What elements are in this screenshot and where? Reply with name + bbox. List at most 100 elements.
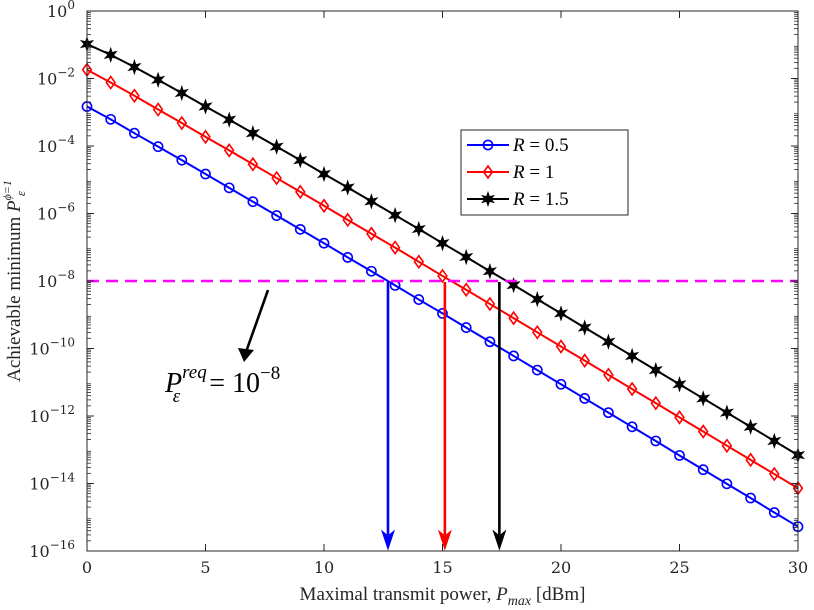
data-point	[342, 212, 354, 228]
data-point	[484, 296, 496, 312]
data-point	[340, 179, 355, 196]
data-point	[411, 220, 426, 238]
legend-marker	[480, 190, 496, 208]
data-point	[365, 265, 377, 277]
data-point	[271, 170, 282, 186]
data-point	[174, 84, 189, 102]
data-point	[650, 395, 662, 411]
annotation-layer: Preq ε = 10−8	[164, 289, 280, 407]
arrow-layer	[380, 282, 507, 551]
data-point	[555, 378, 567, 390]
data-point	[222, 111, 237, 128]
y-tick-label: 10−6	[37, 201, 75, 224]
data-point	[555, 339, 567, 354]
data-point	[721, 478, 733, 490]
data-point	[437, 307, 448, 319]
data-point	[294, 223, 306, 235]
legend-label: R = 1.5	[512, 189, 569, 210]
x-tick-label: 30	[788, 558, 808, 577]
data-point	[768, 507, 780, 518]
data-point	[553, 305, 569, 322]
legend-item-3: R = 1.5	[467, 189, 569, 210]
data-point	[200, 168, 211, 180]
x-tick-label: 10	[314, 558, 334, 577]
data-point	[366, 226, 377, 242]
data-point	[247, 156, 259, 172]
x-tick-label: 5	[200, 558, 210, 577]
data-point	[531, 324, 543, 340]
threshold-label: Preq ε = 10−8	[164, 362, 280, 407]
data-point	[460, 282, 472, 298]
data-point	[508, 310, 519, 326]
y-axis-label: Achievable minimum Pϕ=1ε	[0, 180, 28, 382]
drop-arrow-head-2	[437, 529, 452, 551]
data-point	[247, 196, 259, 208]
y-tick-label: 100	[47, 0, 75, 21]
data-point	[648, 361, 663, 379]
data-point	[674, 450, 685, 461]
data-point	[459, 248, 474, 266]
data-point	[413, 294, 425, 305]
data-point	[460, 322, 472, 333]
y-tick-label: 10−12	[29, 403, 75, 426]
legend-item-2: R = 1	[467, 162, 554, 183]
data-point	[674, 409, 685, 425]
data-point	[342, 251, 354, 263]
x-tick-label: 20	[551, 558, 571, 577]
y-tick-label: 10−14	[29, 471, 75, 494]
y-tick-label: 10−8	[37, 268, 75, 291]
data-point	[745, 452, 756, 468]
data-point	[721, 438, 733, 454]
data-point	[508, 350, 519, 362]
data-point	[672, 376, 687, 393]
data-point	[151, 71, 166, 89]
drop-arrow-head-1	[380, 529, 396, 551]
data-point	[318, 237, 330, 249]
data-point	[579, 393, 591, 404]
data-point	[745, 492, 756, 504]
data-point	[269, 138, 284, 155]
data-point	[697, 424, 709, 439]
data-point	[200, 129, 211, 145]
data-point	[127, 58, 142, 76]
data-point	[530, 291, 545, 308]
data-point	[484, 336, 496, 348]
data-point	[577, 319, 592, 336]
data-point	[294, 184, 306, 200]
data-point	[650, 435, 662, 447]
data-point	[601, 333, 616, 350]
data-point	[271, 210, 282, 221]
annotation-arrow-head	[238, 348, 254, 362]
data-point	[603, 367, 614, 383]
x-tick-label: 25	[669, 558, 689, 577]
x-tick-label: 0	[82, 558, 92, 577]
data-point	[105, 75, 117, 90]
legend-marker	[482, 164, 494, 180]
drop-arrow-head-3	[492, 529, 507, 551]
data-point	[696, 390, 711, 407]
y-tick-label: 10−10	[29, 336, 75, 359]
y-tick-label: 10−16	[29, 538, 75, 561]
data-point	[105, 113, 117, 125]
series-line-1	[86, 105, 799, 528]
data-point	[389, 240, 401, 255]
data-point	[293, 152, 308, 169]
data-point	[129, 88, 140, 104]
data-point	[223, 143, 235, 158]
data-point	[603, 407, 614, 419]
data-point	[719, 404, 734, 421]
data-point	[364, 193, 379, 210]
data-point	[152, 141, 164, 153]
data-point	[768, 466, 780, 482]
data-point	[413, 254, 425, 270]
data-point	[152, 102, 164, 117]
data-point	[176, 115, 188, 131]
data-point	[625, 347, 640, 365]
data-point	[316, 165, 332, 183]
data-point	[103, 46, 118, 64]
data-point	[128, 127, 140, 139]
legend-item-1: R = 0.5	[467, 135, 569, 156]
data-point	[245, 125, 260, 142]
